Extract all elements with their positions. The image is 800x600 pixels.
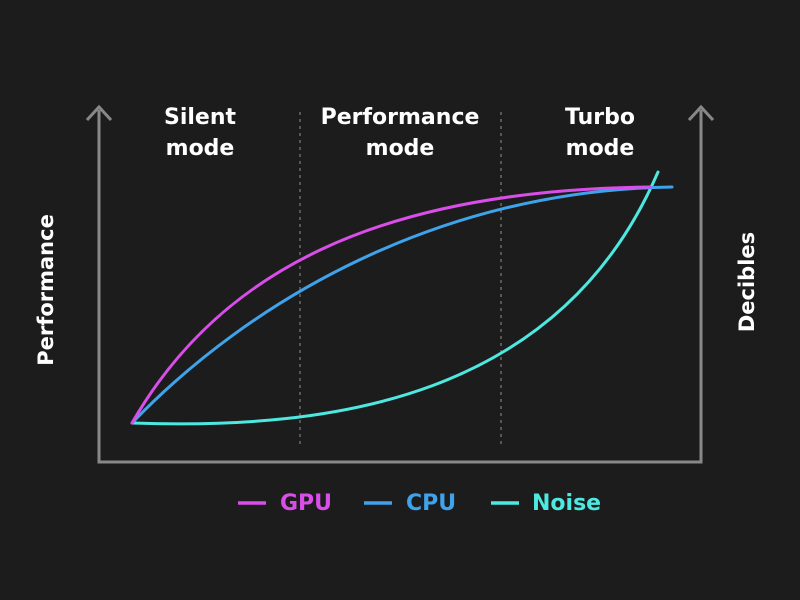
mode-label: mode xyxy=(166,136,235,161)
left-axis-label: Performance xyxy=(34,214,58,366)
mode-label: Performance xyxy=(321,105,480,130)
left-arrow xyxy=(85,104,113,122)
gpu-curve xyxy=(130,185,652,425)
dividers xyxy=(299,112,502,448)
noise-curve xyxy=(130,170,660,426)
mode-label: Turbo xyxy=(565,105,635,130)
mode-label: mode xyxy=(566,136,635,161)
mode-label: mode xyxy=(366,136,435,161)
axis-frame xyxy=(97,110,703,464)
right-axis-label: Decibles xyxy=(735,232,759,332)
cpu-curve xyxy=(130,185,674,425)
axes xyxy=(85,104,715,464)
legend-label: Noise xyxy=(532,491,601,516)
right-arrow xyxy=(687,104,715,122)
legend: GPU CPU Noise xyxy=(238,491,601,516)
legend-label: CPU xyxy=(406,491,456,516)
mode-label: Silent xyxy=(164,105,237,130)
legend-label: GPU xyxy=(280,491,332,516)
curves xyxy=(130,170,674,426)
